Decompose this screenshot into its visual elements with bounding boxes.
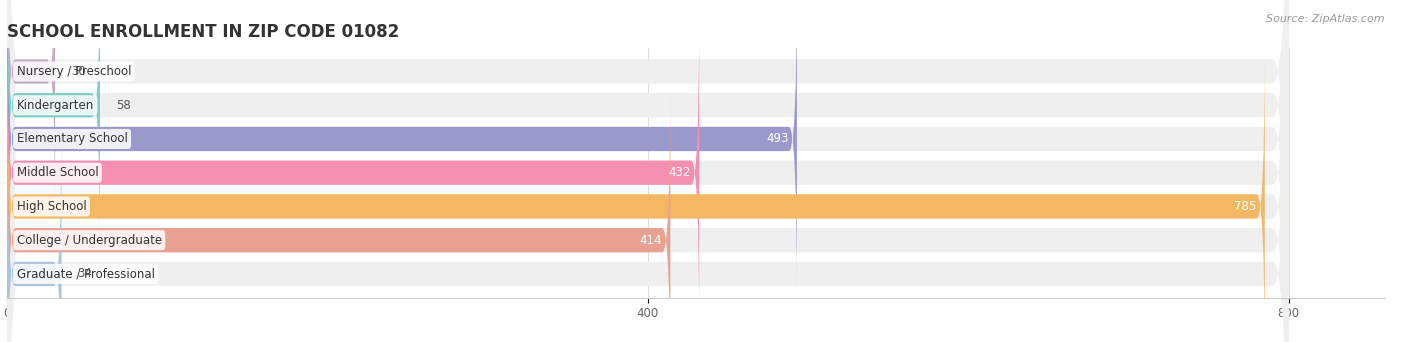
Text: Source: ZipAtlas.com: Source: ZipAtlas.com	[1267, 14, 1385, 24]
FancyBboxPatch shape	[7, 0, 1288, 342]
Text: 432: 432	[669, 166, 692, 179]
FancyBboxPatch shape	[7, 0, 100, 263]
FancyBboxPatch shape	[7, 0, 797, 297]
Text: 30: 30	[72, 65, 86, 78]
FancyBboxPatch shape	[7, 0, 1288, 342]
Text: Graduate / Professional: Graduate / Professional	[17, 267, 155, 280]
Text: Elementary School: Elementary School	[17, 132, 128, 145]
FancyBboxPatch shape	[7, 0, 1288, 342]
Text: 58: 58	[115, 99, 131, 112]
FancyBboxPatch shape	[7, 0, 1288, 342]
FancyBboxPatch shape	[7, 0, 1288, 342]
Text: Kindergarten: Kindergarten	[17, 99, 94, 112]
FancyBboxPatch shape	[7, 82, 671, 342]
FancyBboxPatch shape	[7, 15, 699, 331]
Text: 493: 493	[766, 132, 789, 145]
Text: Nursery / Preschool: Nursery / Preschool	[17, 65, 131, 78]
Text: 785: 785	[1234, 200, 1257, 213]
Text: 34: 34	[77, 267, 93, 280]
Text: High School: High School	[17, 200, 86, 213]
FancyBboxPatch shape	[7, 0, 55, 229]
FancyBboxPatch shape	[7, 0, 1288, 342]
FancyBboxPatch shape	[7, 0, 1288, 342]
Text: Middle School: Middle School	[17, 166, 98, 179]
FancyBboxPatch shape	[7, 49, 1265, 342]
FancyBboxPatch shape	[7, 116, 62, 342]
Text: College / Undergraduate: College / Undergraduate	[17, 234, 162, 247]
Text: SCHOOL ENROLLMENT IN ZIP CODE 01082: SCHOOL ENROLLMENT IN ZIP CODE 01082	[7, 23, 399, 41]
Text: 414: 414	[640, 234, 662, 247]
